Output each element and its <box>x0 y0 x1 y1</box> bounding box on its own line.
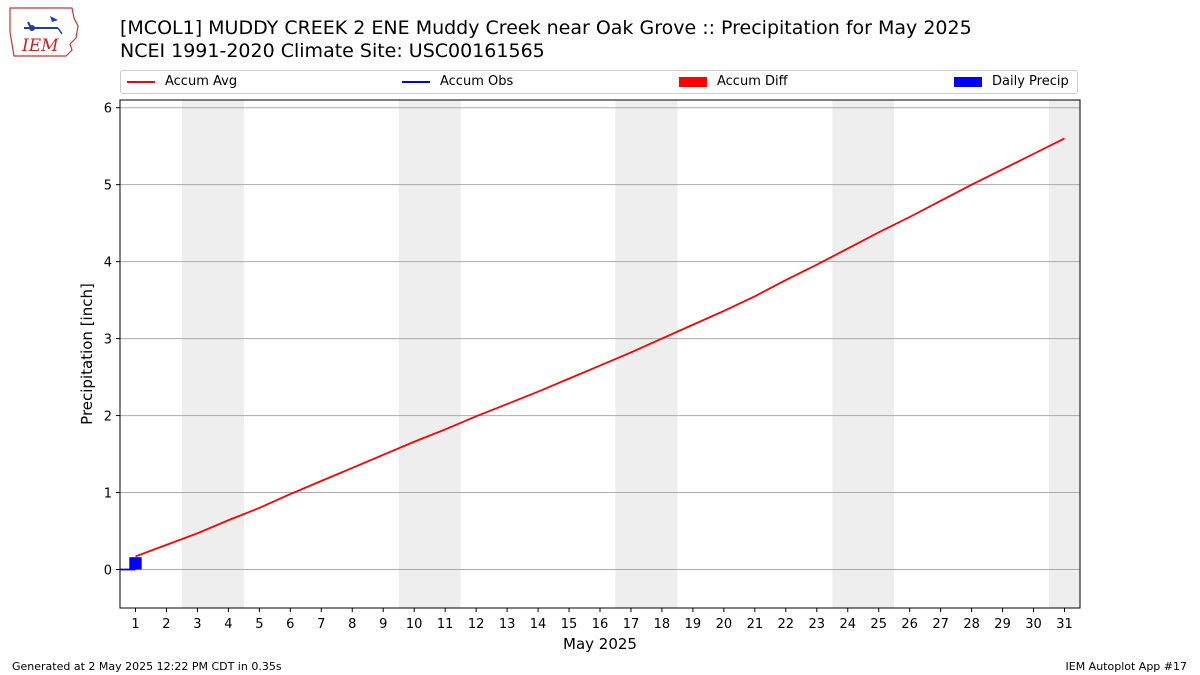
x-tick-label: 10 <box>406 617 423 632</box>
x-tick-label: 11 <box>437 617 454 632</box>
legend-item-daily-precip: Daily Precip <box>954 74 1069 89</box>
weekend-band <box>1049 100 1080 608</box>
weekend-band <box>832 100 895 608</box>
x-tick-label: 25 <box>870 617 887 632</box>
chart-subtitle: NCEI 1991-2020 Climate Site: USC00161565 <box>120 40 545 62</box>
x-tick-label: 12 <box>468 617 485 632</box>
x-axis-label: May 2025 <box>563 635 637 653</box>
y-tick-label: 1 <box>104 487 112 502</box>
x-tick-label: 9 <box>379 617 387 632</box>
x-tick-label: 5 <box>255 617 263 632</box>
weekend-band <box>181 100 244 608</box>
y-tick-label: 2 <box>104 410 112 425</box>
x-tick-label: 17 <box>623 617 640 632</box>
legend-item-accum-obs: Accum Obs <box>402 74 513 89</box>
footer-generated: Generated at 2 May 2025 12:22 PM CDT in … <box>12 660 282 673</box>
y-axis-label: Precipitation [inch] <box>78 283 96 425</box>
x-tick-label: 20 <box>716 617 733 632</box>
x-tick-label: 7 <box>317 617 325 632</box>
x-tick-label: 13 <box>499 617 516 632</box>
x-tick-label: 3 <box>193 617 201 632</box>
logo-text: IEM <box>21 36 59 56</box>
x-tick-label: 4 <box>224 617 232 632</box>
series-line-accum-avg <box>135 137 1065 558</box>
series-lines <box>120 137 1065 571</box>
x-tick-label: 22 <box>778 617 795 632</box>
x-tick-label: 14 <box>530 617 547 632</box>
x-tick-label: 18 <box>654 617 671 632</box>
y-tick-label: 0 <box>104 564 112 579</box>
weekend-band <box>398 100 461 608</box>
iem-logo-icon: IEM <box>9 7 79 57</box>
x-tick-label: 8 <box>348 617 356 632</box>
y-tick-label: 4 <box>104 256 112 271</box>
legend-swatch-accum-obs <box>402 80 430 83</box>
x-tick-label: 6 <box>286 617 294 632</box>
x-tick-label: 31 <box>1056 617 1073 632</box>
x-tick-label: 19 <box>685 617 702 632</box>
plot-frame <box>119 99 1081 609</box>
x-tick-label: 15 <box>561 617 578 632</box>
x-tick-label: 23 <box>809 617 826 632</box>
weekend-band <box>615 100 678 608</box>
y-tick-label: 5 <box>104 179 112 194</box>
chart-title: [MCOL1] MUDDY CREEK 2 ENE Muddy Creek ne… <box>120 17 972 39</box>
legend-swatch-daily-precip <box>954 76 982 87</box>
legend-label: Daily Precip <box>992 74 1069 89</box>
x-tick-label: 21 <box>747 617 764 632</box>
x-tick-label: 2 <box>162 617 170 632</box>
legend-item-accum-diff: Accum Diff <box>679 74 788 89</box>
legend-label: Accum Diff <box>717 74 788 89</box>
legend-swatch-accum-avg <box>127 80 155 83</box>
x-tick-label: 24 <box>839 617 856 632</box>
x-tick-label: 1 <box>131 617 139 632</box>
legend-label: Accum Obs <box>440 74 514 89</box>
y-tick-label: 3 <box>104 333 112 348</box>
daily-precip-bar <box>129 557 142 570</box>
y-tick-label: 6 <box>104 102 112 117</box>
legend-label: Accum Avg <box>165 74 238 89</box>
x-tick-label: 29 <box>994 617 1011 632</box>
daily-precip-bars <box>129 557 142 570</box>
x-tick-label: 27 <box>932 617 949 632</box>
x-tick-label: 26 <box>901 617 918 632</box>
plot-background <box>181 100 1080 608</box>
x-tick-label: 16 <box>592 617 609 632</box>
x-tick-label: 30 <box>1025 617 1042 632</box>
legend-swatch-accum-diff <box>679 76 707 87</box>
footer-app: IEM Autoplot App #17 <box>1065 660 1188 673</box>
x-tick-label: 28 <box>963 617 980 632</box>
grid-lines <box>120 107 1080 571</box>
legend: Accum Avg Accum Obs Accum Diff Daily Pre… <box>120 70 1078 94</box>
legend-item-accum-avg: Accum Avg <box>127 74 237 89</box>
